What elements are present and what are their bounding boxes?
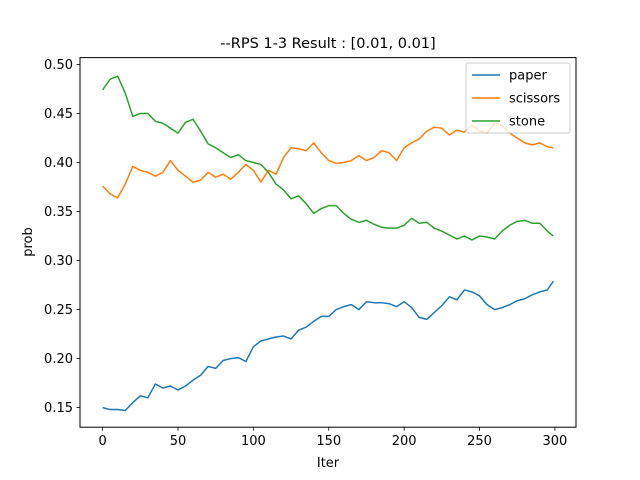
x-tick-label: 150	[316, 434, 341, 449]
x-tick-label: 200	[392, 434, 417, 449]
legend-box	[465, 62, 571, 134]
y-tick-label: 0.50	[44, 58, 73, 73]
y-tick-label: 0.45	[44, 107, 73, 122]
y-axis: 0.15 0.20 0.25 0.30 0.35 0.40 0.45 0.50	[44, 58, 80, 416]
x-tick-label: 100	[241, 434, 266, 449]
y-axis-label: prob	[21, 227, 36, 257]
chart-title: --RPS 1-3 Result : [0.01, 0.01]	[220, 36, 435, 52]
series-line-paper	[102, 280, 555, 412]
x-tick-label: 50	[170, 434, 187, 449]
y-tick-label: 0.30	[44, 254, 73, 269]
legend-label-scissors: scissors	[509, 92, 560, 107]
x-axis-label: Iter	[317, 456, 340, 471]
x-axis: 0 50 100 150 200 250 300	[98, 427, 567, 449]
y-tick-label: 0.20	[44, 352, 73, 367]
series-line-scissors	[102, 122, 554, 199]
y-tick-label: 0.15	[44, 401, 73, 416]
y-tick-label: 0.35	[44, 205, 73, 220]
legend-label-paper: paper	[509, 69, 547, 84]
legend: paper scissors stone	[465, 62, 571, 134]
y-tick-label: 0.40	[44, 156, 73, 171]
legend-label-stone: stone	[509, 115, 545, 130]
x-tick-label: 300	[542, 434, 567, 449]
plot-frame	[79, 57, 577, 428]
x-tick-label: 250	[467, 434, 492, 449]
y-tick-label: 0.25	[44, 303, 73, 318]
series-line-stone	[101, 75, 554, 241]
x-tick-label: 0	[98, 434, 106, 449]
